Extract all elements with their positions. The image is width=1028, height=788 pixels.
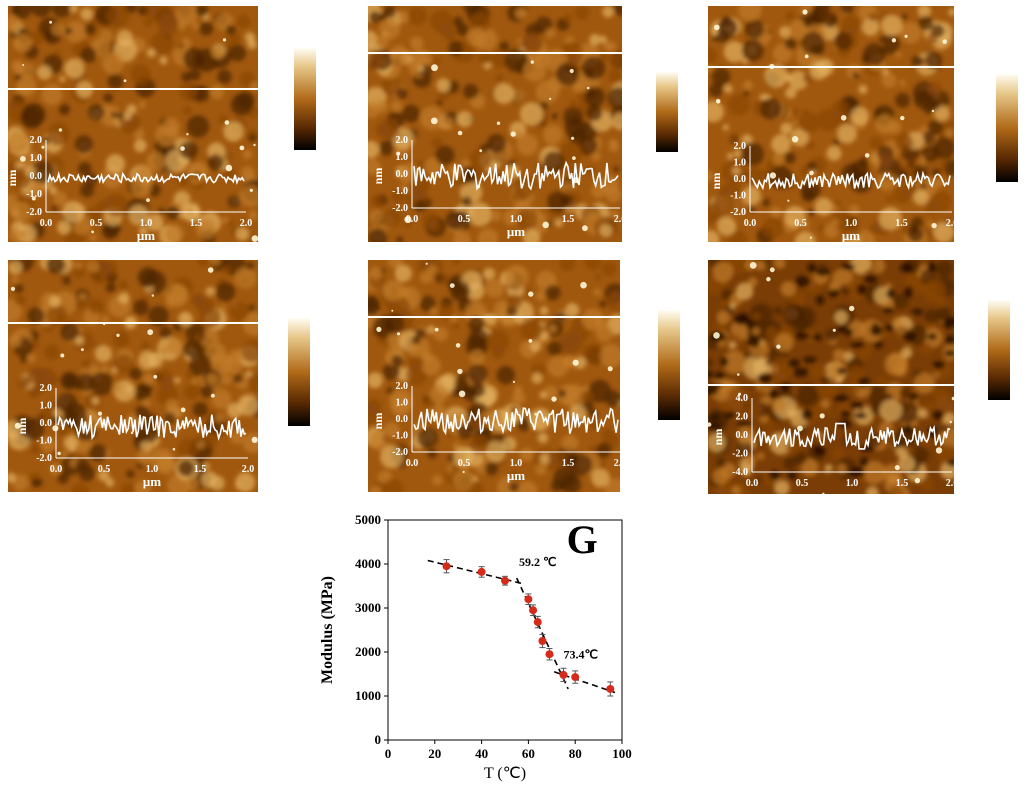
data-point <box>524 595 533 604</box>
color-scale-bar-d <box>288 318 310 426</box>
y-tick-label: 5000 <box>355 512 381 527</box>
data-point <box>571 673 580 682</box>
x-tick-label: 100 <box>612 746 632 761</box>
panel-label-g: G <box>567 517 598 562</box>
plot-frame <box>387 519 623 741</box>
scan-line-e <box>368 316 620 318</box>
color-scale-bar-b <box>656 72 678 152</box>
color-scale-bar-c <box>996 74 1018 182</box>
y-tick-label: 0 <box>375 732 382 747</box>
color-scale-bar-a <box>294 48 316 150</box>
scan-line-c <box>708 66 954 68</box>
x-tick-label: 60 <box>522 746 535 761</box>
x-tick-label: 40 <box>475 746 488 761</box>
scan-line-b <box>368 52 622 54</box>
y-tick-label: 4000 <box>355 556 381 571</box>
afm-image-b <box>368 6 622 242</box>
y-tick-label: 3000 <box>355 600 381 615</box>
data-point <box>501 576 509 585</box>
color-scale-bar-e <box>658 310 680 420</box>
x-tick-label: 80 <box>569 746 582 761</box>
data-point <box>606 684 615 693</box>
x-axis-label: T (℃) <box>484 765 526 782</box>
data-point <box>442 562 451 571</box>
y-tick-label: 2000 <box>355 644 381 659</box>
scan-line-f <box>708 384 954 386</box>
data-point <box>477 567 486 576</box>
annotation-transition-2: 73.4℃ <box>564 648 598 662</box>
scan-line-d <box>8 322 258 324</box>
x-tick-label: 0 <box>385 746 392 761</box>
y-axis-label: Modulus (MPa) <box>319 576 336 684</box>
fit-line <box>515 577 569 690</box>
x-tick-label: 20 <box>428 746 441 761</box>
afm-image-c <box>708 6 954 242</box>
scan-line-a <box>8 88 258 90</box>
afm-image-f <box>708 260 954 494</box>
data-point <box>559 670 568 679</box>
y-tick-label: 1000 <box>355 688 381 703</box>
color-scale-bar-f <box>988 300 1010 400</box>
afm-image-e <box>368 260 620 492</box>
data-point <box>533 618 542 627</box>
data-point <box>529 606 538 615</box>
data-point <box>545 650 554 659</box>
data-point <box>538 637 547 645</box>
afm-image-a <box>8 6 258 242</box>
annotation-transition-1: 59.2 ℃ <box>519 555 556 569</box>
afm-image-d <box>8 260 258 492</box>
